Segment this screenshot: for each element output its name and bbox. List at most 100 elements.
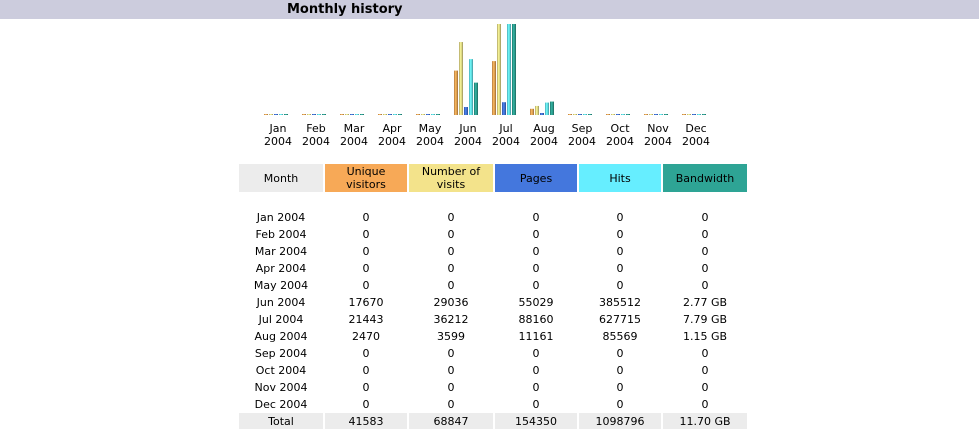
cell-month: Oct 2004 <box>255 364 307 377</box>
section-header: Monthly history <box>0 0 979 19</box>
bar-unique-jul <box>492 61 496 115</box>
cell-hits: 0 <box>616 398 624 411</box>
cell-pages: 0 <box>532 398 540 411</box>
total-bandwidth: 11.70 GB <box>663 413 747 429</box>
cell-bandwidth: 0 <box>701 228 709 241</box>
bar-hits-jun <box>469 59 473 115</box>
bar-visits-aug <box>535 105 539 115</box>
cell-month: Aug 2004 <box>254 330 308 343</box>
total-pages: 154350 <box>495 413 577 429</box>
bar-unique-mar <box>340 114 344 115</box>
cell-unique: 17670 <box>348 296 384 309</box>
bar-pages-jan <box>274 114 278 115</box>
table-header-row: Month Unique visitors Number of visits P… <box>239 164 747 192</box>
cell-month: Dec 2004 <box>254 398 308 411</box>
x-tick-label: Aug 2004 <box>530 122 558 148</box>
bar-visits-nov <box>649 114 653 115</box>
cell-pages: 55029 <box>518 296 554 309</box>
cell-unique: 0 <box>362 228 370 241</box>
cell-visits: 0 <box>447 228 455 241</box>
cell-visits: 0 <box>447 381 455 394</box>
column-header-bandwidth: Bandwidth <box>663 164 747 192</box>
cell-bandwidth: 0 <box>701 364 709 377</box>
x-tick-label: Jan 2004 <box>264 122 292 148</box>
bar-unique-jun <box>454 70 458 115</box>
cell-hits: 0 <box>616 211 624 224</box>
bar-unique-dec <box>682 114 686 115</box>
cell-pages: 0 <box>532 279 540 292</box>
cell-hits: 0 <box>616 245 624 258</box>
table-row: Jul 2004 21443 36212 88160 627715 7.79 GB <box>239 311 747 328</box>
bar-bandwidth-jul <box>512 24 516 115</box>
cell-month: Feb 2004 <box>255 228 307 241</box>
cell-pages: 0 <box>532 262 540 275</box>
bar-hits-feb <box>317 114 321 115</box>
bar-hits-jul <box>507 24 511 115</box>
cell-month: Jul 2004 <box>258 313 304 326</box>
cell-unique: 0 <box>362 347 370 360</box>
cell-unique: 0 <box>362 245 370 258</box>
bar-bandwidth-sep <box>588 114 592 115</box>
x-tick-label: Jun 2004 <box>454 122 482 148</box>
cell-hits: 385512 <box>599 296 641 309</box>
cell-month: Jun 2004 <box>256 296 306 309</box>
table-row: Jan 2004 0 0 0 0 0 <box>239 209 747 226</box>
cell-unique: 0 <box>362 381 370 394</box>
cell-pages: 0 <box>532 381 540 394</box>
bar-hits-oct <box>621 114 625 115</box>
total-unique-visitors: 41583 <box>325 413 407 429</box>
cell-month: May 2004 <box>253 279 309 292</box>
cell-pages: 0 <box>532 347 540 360</box>
bar-unique-oct <box>606 114 610 115</box>
bar-bandwidth-nov <box>664 114 668 115</box>
section-title: Monthly history <box>287 2 403 17</box>
cell-unique: 0 <box>362 398 370 411</box>
cell-pages: 11161 <box>518 330 554 343</box>
x-tick-label: Sep 2004 <box>568 122 596 148</box>
table-row: Dec 2004 0 0 0 0 0 <box>239 396 747 413</box>
table-row: Oct 2004 0 0 0 0 0 <box>239 362 747 379</box>
monthly-history-table: Month Unique visitors Number of visits P… <box>237 164 749 429</box>
bar-pages-feb <box>312 114 316 115</box>
total-hits: 1098796 <box>579 413 661 429</box>
column-header-hits: Hits <box>579 164 661 192</box>
cell-bandwidth: 0 <box>701 398 709 411</box>
bar-bandwidth-may <box>436 114 440 115</box>
bar-unique-may <box>416 114 420 115</box>
bar-pages-oct <box>616 114 620 115</box>
cell-month: Jan 2004 <box>256 211 306 224</box>
table-row: May 2004 0 0 0 0 0 <box>239 277 747 294</box>
bar-visits-oct <box>611 114 615 115</box>
bar-visits-sep <box>573 114 577 115</box>
x-tick-label: Apr 2004 <box>378 122 406 148</box>
bar-bandwidth-jun <box>474 82 478 115</box>
cell-bandwidth: 0 <box>701 279 709 292</box>
x-tick-label: Nov 2004 <box>644 122 672 148</box>
bar-bandwidth-jan <box>284 114 288 115</box>
bar-unique-sep <box>568 114 572 115</box>
cell-unique: 0 <box>362 279 370 292</box>
cell-visits: 0 <box>447 262 455 275</box>
cell-unique: 0 <box>362 211 370 224</box>
cell-bandwidth: 1.15 GB <box>682 330 728 343</box>
cell-pages: 88160 <box>518 313 554 326</box>
cell-visits: 0 <box>447 347 455 360</box>
cell-visits: 0 <box>447 211 455 224</box>
cell-visits: 29036 <box>433 296 469 309</box>
bar-bandwidth-mar <box>360 114 364 115</box>
bar-hits-sep <box>583 114 587 115</box>
table-row: Nov 2004 0 0 0 0 0 <box>239 379 747 396</box>
cell-month: Nov 2004 <box>254 381 308 394</box>
table-row: Sep 2004 0 0 0 0 0 <box>239 345 747 362</box>
table-row: Apr 2004 0 0 0 0 0 <box>239 260 747 277</box>
bar-pages-jul <box>502 102 506 115</box>
bar-pages-sep <box>578 114 582 115</box>
bar-visits-jan <box>269 114 273 115</box>
cell-hits: 627715 <box>599 313 641 326</box>
cell-unique: 0 <box>362 262 370 275</box>
bar-pages-may <box>426 114 430 115</box>
column-header-pages: Pages <box>495 164 577 192</box>
cell-bandwidth: 0 <box>701 347 709 360</box>
bar-hits-mar <box>355 114 359 115</box>
cell-hits: 85569 <box>602 330 638 343</box>
